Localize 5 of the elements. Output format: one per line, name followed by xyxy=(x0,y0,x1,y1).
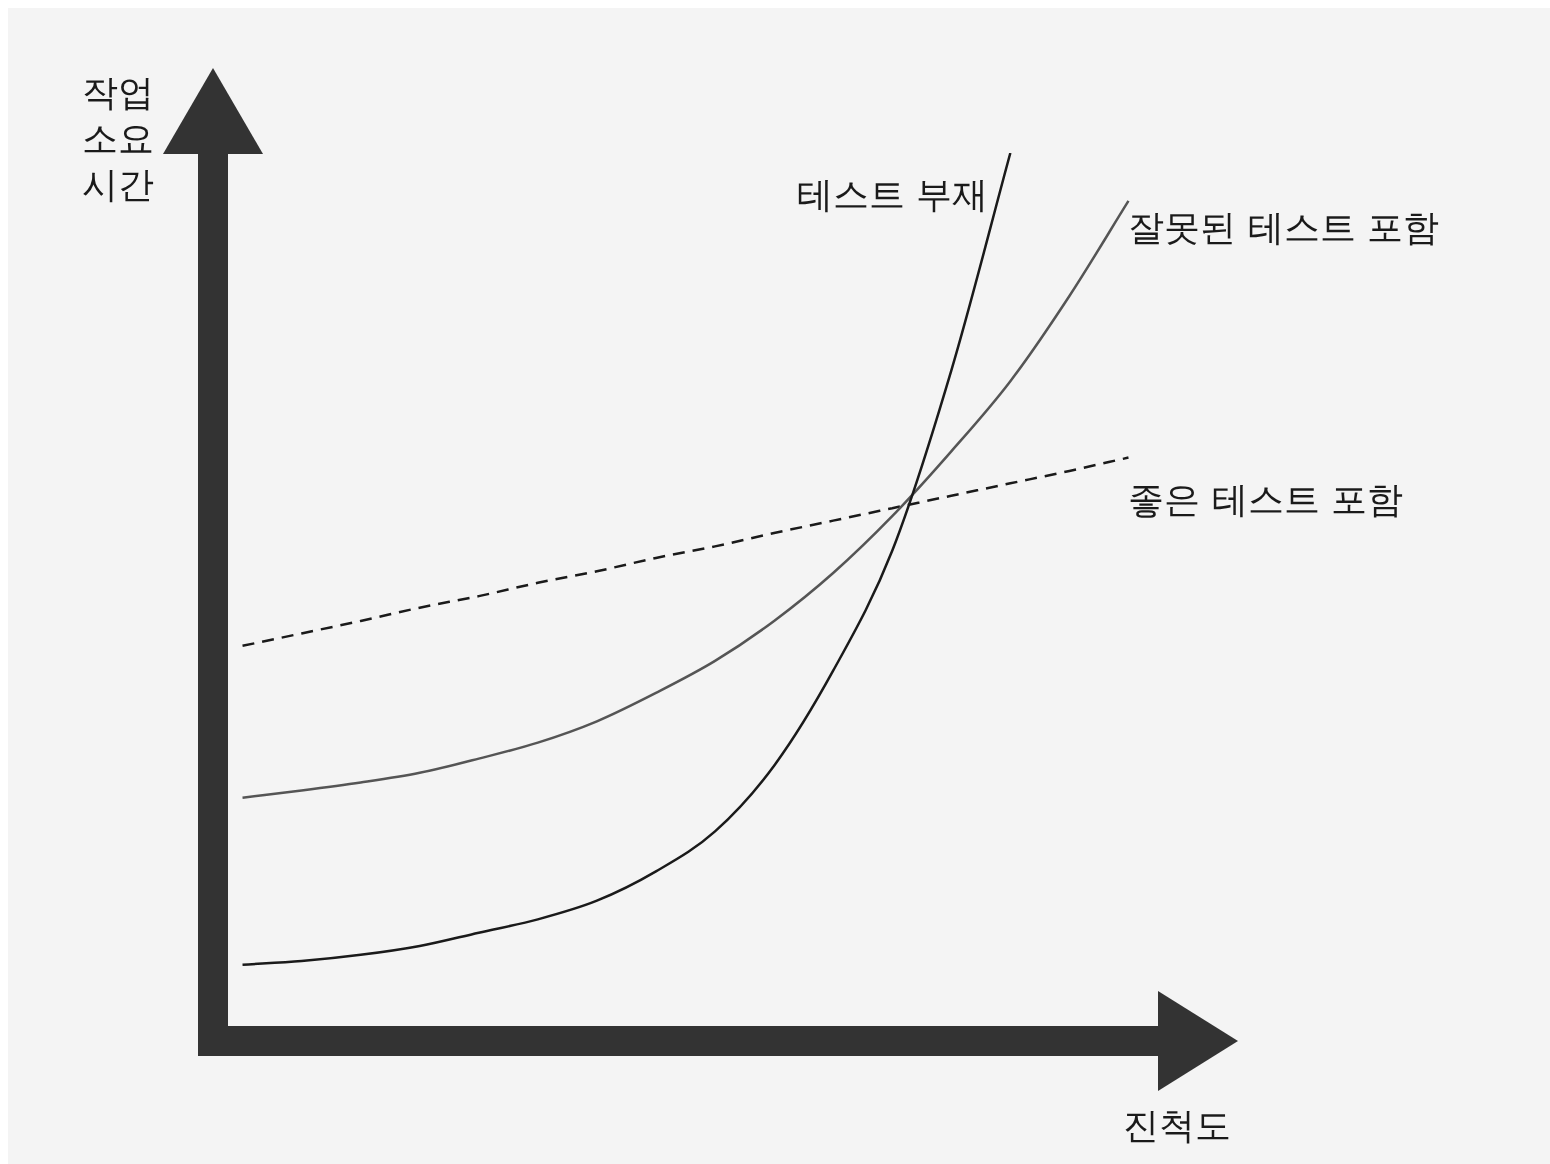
y-axis-title: 작업 소요 시간 xyxy=(81,71,155,207)
series-label: 좋은 테스트 포함 xyxy=(1128,478,1404,520)
series-label: 테스트 부재 xyxy=(796,174,989,216)
x-axis-title: 진척도 xyxy=(1123,1104,1231,1148)
series-label: 잘못된 테스트 포함 xyxy=(1128,207,1440,249)
